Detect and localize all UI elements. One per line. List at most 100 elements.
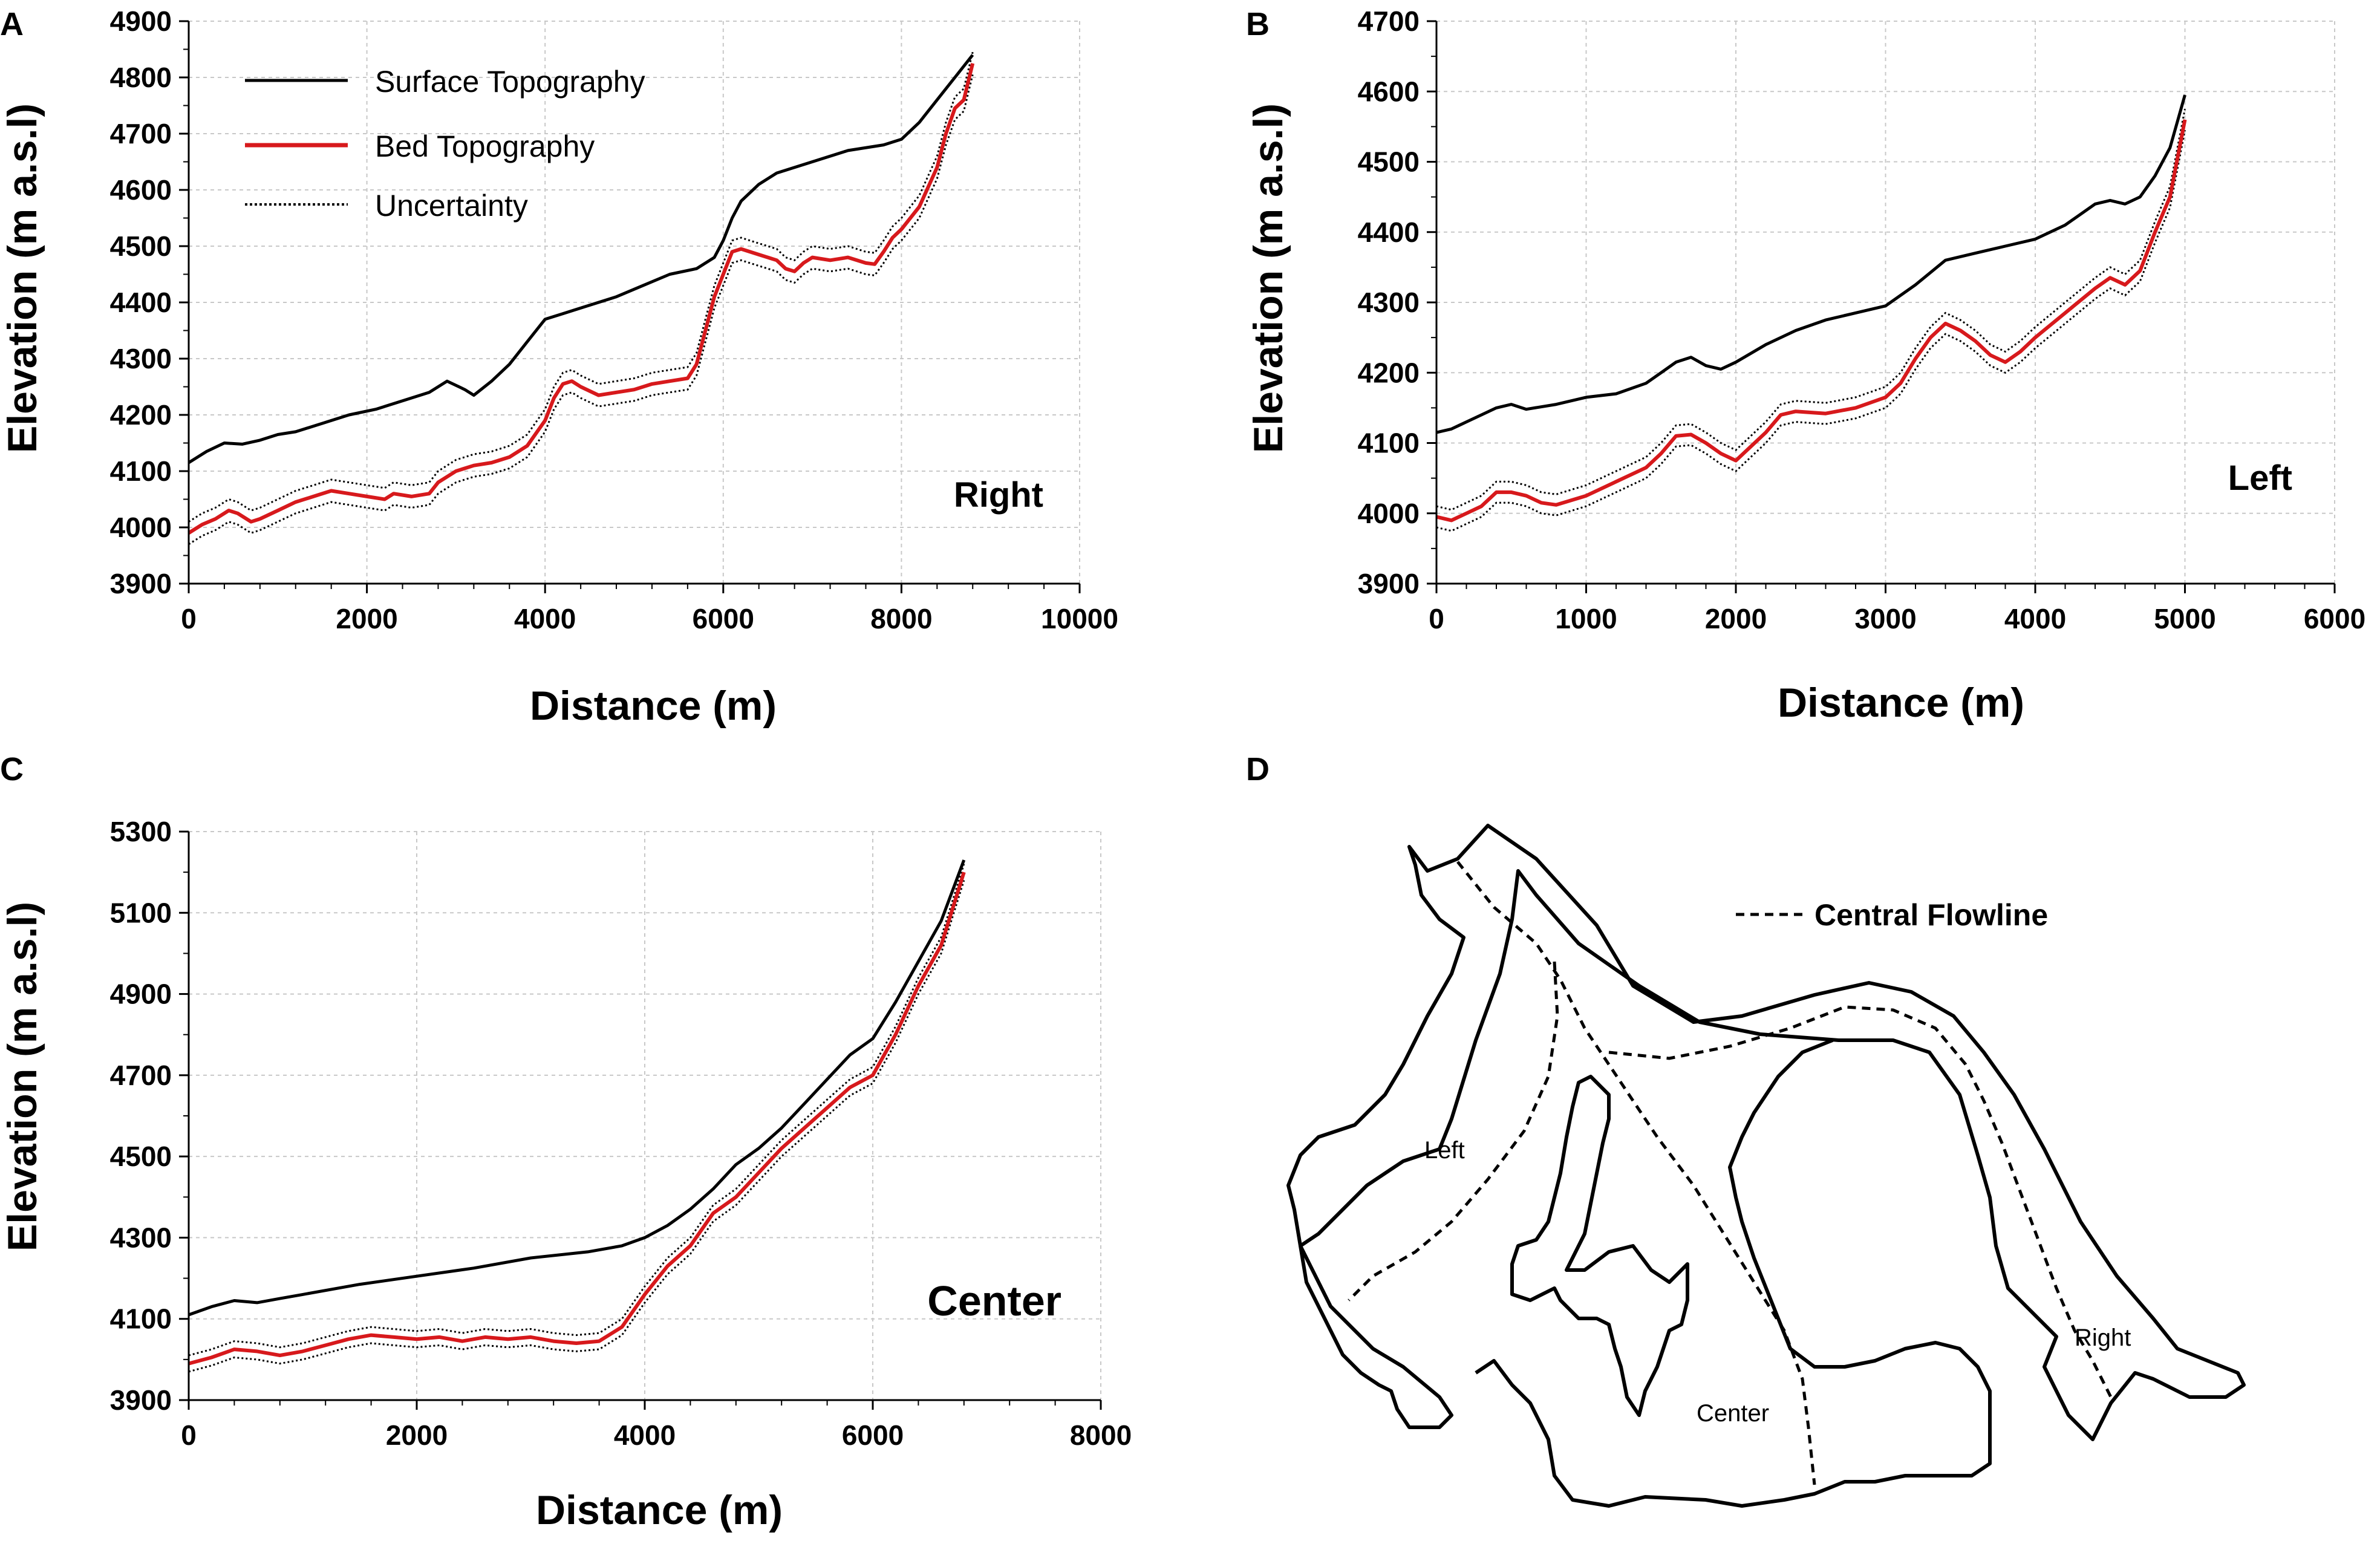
uncertainty-lower-line bbox=[188, 880, 965, 1373]
glacier-outline bbox=[1286, 824, 2246, 1508]
x-tick-label: 4000 bbox=[514, 603, 576, 634]
grid-a bbox=[189, 21, 1080, 584]
panel-letter-d: D bbox=[1246, 751, 1270, 787]
legend-bed-label: Bed Topography bbox=[375, 129, 595, 163]
y-tick-label: 4100 bbox=[1358, 428, 1420, 459]
map-label-right: Right bbox=[2075, 1324, 2131, 1351]
y-tick-label: 4900 bbox=[110, 5, 172, 37]
axes-b: 0 1000 2000 3000 4000 5000 6000 3900 4000 4100 420… bbox=[1358, 5, 2366, 634]
map-label-center: Center bbox=[1697, 1400, 1769, 1427]
grid-c bbox=[189, 831, 1101, 1400]
map-legend-label: Central Flowline bbox=[1814, 898, 2048, 932]
x-tick-label: 2000 bbox=[336, 603, 397, 634]
outer-outline bbox=[1286, 824, 2246, 1441]
x-tick-label: 0 bbox=[181, 1419, 197, 1451]
left-flowline bbox=[1348, 961, 1559, 1302]
x-tick-label: 8000 bbox=[1070, 1419, 1132, 1451]
x-axis-title-c: Distance (m) bbox=[536, 1487, 783, 1533]
y-tick-label: 4600 bbox=[1358, 76, 1420, 107]
series-b bbox=[1436, 94, 2187, 532]
y-tick-label: 4600 bbox=[110, 174, 172, 206]
panel-letter-b: B bbox=[1246, 6, 1270, 42]
bed-topography-line bbox=[187, 63, 975, 535]
y-tick-label: 4700 bbox=[110, 118, 172, 149]
x-tick-label: 8000 bbox=[870, 603, 932, 634]
bed-topography-line bbox=[1436, 119, 2187, 523]
uncertainty-upper-line bbox=[1436, 109, 2186, 511]
y-tick-label: 3900 bbox=[110, 568, 172, 599]
panel-c: C 0 2000 4000 6000 8000 3900 4100 4300 4500 4700 4… bbox=[0, 751, 1132, 1533]
legend-surface-label: Surface Topography bbox=[375, 65, 645, 99]
y-tick-label: 4900 bbox=[110, 979, 172, 1010]
y-tick-label: 4300 bbox=[1358, 287, 1420, 318]
uncertainty-upper-line bbox=[188, 51, 974, 523]
panel-d: D Central Flowline Left Center Right bbox=[1246, 751, 2246, 1508]
x-tick-label: 10000 bbox=[1041, 603, 1118, 634]
uncertainty-lower-line bbox=[188, 74, 974, 546]
y-tick-label: 4100 bbox=[110, 1303, 172, 1335]
panel-b: B 0 1000 2000 3000 4000 5000 6000 3900 4000 4100 4… bbox=[1245, 5, 2365, 726]
map-label-left: Left bbox=[1424, 1137, 1465, 1164]
y-tick-label: 4500 bbox=[110, 1141, 172, 1172]
axes-a: 0 2000 4000 6000 8000 10000 3900 4000 4100 4200 43… bbox=[110, 5, 1118, 634]
x-tick-label: 6000 bbox=[693, 603, 754, 634]
x-tick-label: 5000 bbox=[2154, 603, 2215, 634]
series-c bbox=[188, 859, 966, 1373]
y-tick-label: 4800 bbox=[110, 62, 172, 93]
uncertainty-upper-line bbox=[188, 864, 965, 1357]
bed-topography-line bbox=[188, 871, 966, 1366]
y-tick-label: 5100 bbox=[110, 897, 172, 928]
x-axis-title-b: Distance (m) bbox=[1778, 680, 2024, 726]
x-tick-label: 2000 bbox=[386, 1419, 448, 1451]
x-tick-label: 6000 bbox=[842, 1419, 904, 1451]
x-tick-label: 0 bbox=[1429, 603, 1444, 634]
y-tick-label: 4300 bbox=[110, 343, 172, 374]
legend-uncertainty-label: Uncertainty bbox=[375, 189, 528, 223]
x-tick-label: 1000 bbox=[1555, 603, 1617, 634]
surface-topography-line bbox=[1436, 94, 2186, 434]
y-tick-label: 5300 bbox=[110, 816, 172, 847]
y-tick-label: 3900 bbox=[1358, 568, 1420, 599]
flowlines bbox=[1348, 861, 2113, 1485]
surface-topography-line bbox=[187, 54, 974, 464]
panel-label-left: Left bbox=[2228, 458, 2292, 498]
x-tick-label: 4000 bbox=[2004, 603, 2066, 634]
uncertainty-lower-line bbox=[1436, 129, 2186, 532]
series-a bbox=[187, 51, 975, 546]
right-flowline bbox=[1608, 1005, 2113, 1398]
y-tick-label: 4100 bbox=[110, 455, 172, 487]
legend: Surface Topography Bed Topography Uncert… bbox=[245, 65, 645, 223]
y-axis-title-c: Elevation (m a.s.l) bbox=[0, 902, 45, 1251]
panel-letter-a: A bbox=[0, 6, 24, 42]
y-tick-label: 4000 bbox=[1358, 498, 1420, 529]
axes-c: 0 2000 4000 6000 8000 3900 4100 4300 4500 4700 490… bbox=[110, 816, 1132, 1451]
surface-topography-line bbox=[188, 859, 966, 1317]
y-tick-label: 4500 bbox=[1358, 146, 1420, 178]
x-axis-title-a: Distance (m) bbox=[530, 683, 777, 729]
y-tick-label: 3900 bbox=[110, 1384, 172, 1416]
y-axis-title-b: Elevation (m a.s.l) bbox=[1245, 103, 1291, 453]
y-tick-label: 4200 bbox=[1358, 357, 1420, 388]
y-tick-label: 4400 bbox=[1358, 217, 1420, 248]
panel-a: A 0 2000 4000 6000 8000 10000 3900 4000 4100 4200… bbox=[0, 5, 1118, 729]
panel-label-center: Center bbox=[927, 1277, 1061, 1324]
x-tick-label: 6000 bbox=[2304, 603, 2365, 634]
y-tick-label: 4500 bbox=[110, 230, 172, 262]
x-tick-label: 4000 bbox=[614, 1419, 676, 1451]
y-tick-label: 4000 bbox=[110, 512, 172, 543]
rock-island bbox=[1510, 1075, 1689, 1417]
y-tick-label: 4700 bbox=[110, 1060, 172, 1091]
x-tick-label: 0 bbox=[181, 603, 197, 634]
panel-letter-c: C bbox=[0, 751, 24, 787]
grid-b bbox=[1436, 21, 2335, 584]
y-tick-label: 4300 bbox=[110, 1222, 172, 1253]
x-tick-label: 3000 bbox=[1854, 603, 1916, 634]
y-tick-label: 4200 bbox=[110, 399, 172, 431]
outline-bottom bbox=[1475, 1038, 1992, 1508]
panel-label-right: Right bbox=[954, 475, 1043, 515]
y-axis-title-a: Elevation (m a.s.l) bbox=[0, 103, 45, 453]
y-tick-label: 4700 bbox=[1358, 5, 1420, 37]
center-flowline bbox=[1456, 861, 1816, 1485]
x-tick-label: 2000 bbox=[1705, 603, 1767, 634]
